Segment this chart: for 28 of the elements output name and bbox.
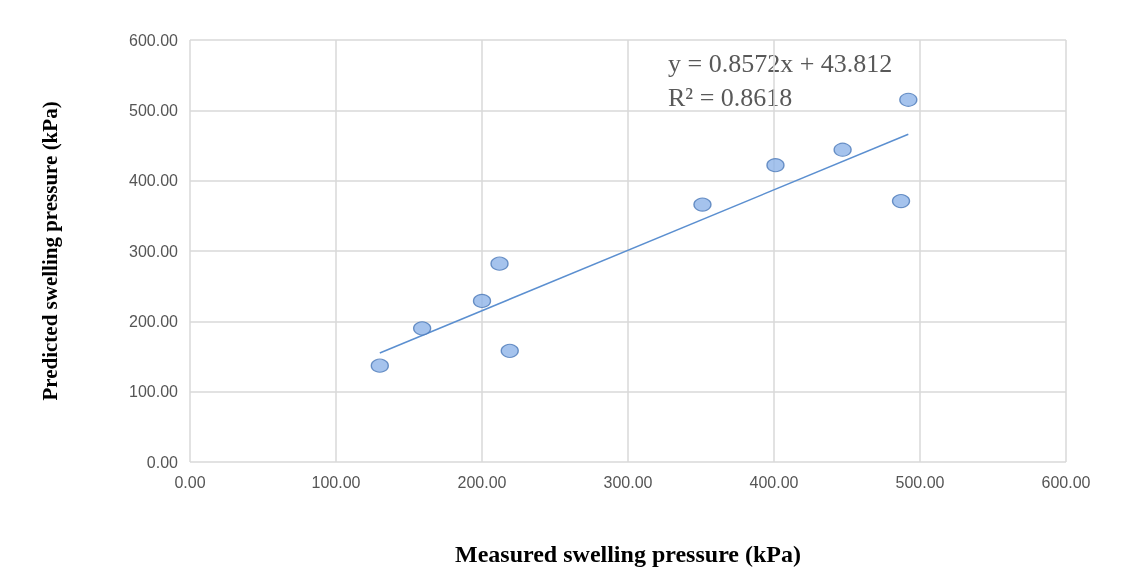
y-tick-label: 500.00: [129, 101, 179, 119]
y-tick-label: 100.00: [129, 383, 179, 401]
x-tick-label: 600.00: [1041, 473, 1091, 491]
x-tick-label: 0.00: [174, 473, 206, 491]
y-tick-label: 200.00: [129, 312, 179, 330]
annotation: y = 0.8572x + 43.812: [668, 48, 893, 78]
x-tick-label: 300.00: [603, 473, 653, 491]
x-tick-label: 100.00: [311, 473, 361, 491]
point: [490, 256, 509, 271]
x-tick-label: 200.00: [457, 473, 507, 491]
y-tick-label: 0.00: [146, 453, 179, 471]
point: [370, 358, 389, 373]
point: [833, 142, 852, 157]
point: [413, 321, 432, 336]
y-tick-label: 400.00: [129, 172, 179, 190]
point: [500, 343, 519, 358]
point: [891, 193, 911, 209]
annotation: R² = 0.8618: [667, 82, 793, 112]
point: [766, 158, 785, 173]
y-axis-title: Predicted swelling pressure (kPa): [37, 101, 62, 401]
x-tick-label: 400.00: [749, 473, 799, 491]
point: [693, 197, 712, 212]
y-tick-label: 600.00: [129, 31, 179, 49]
y-tick-label: 300.00: [129, 242, 179, 260]
point: [899, 92, 918, 107]
x-tick-label: 500.00: [895, 473, 945, 491]
x-axis-title: Measured swelling pressure (kPa): [455, 541, 801, 567]
point: [472, 293, 492, 309]
